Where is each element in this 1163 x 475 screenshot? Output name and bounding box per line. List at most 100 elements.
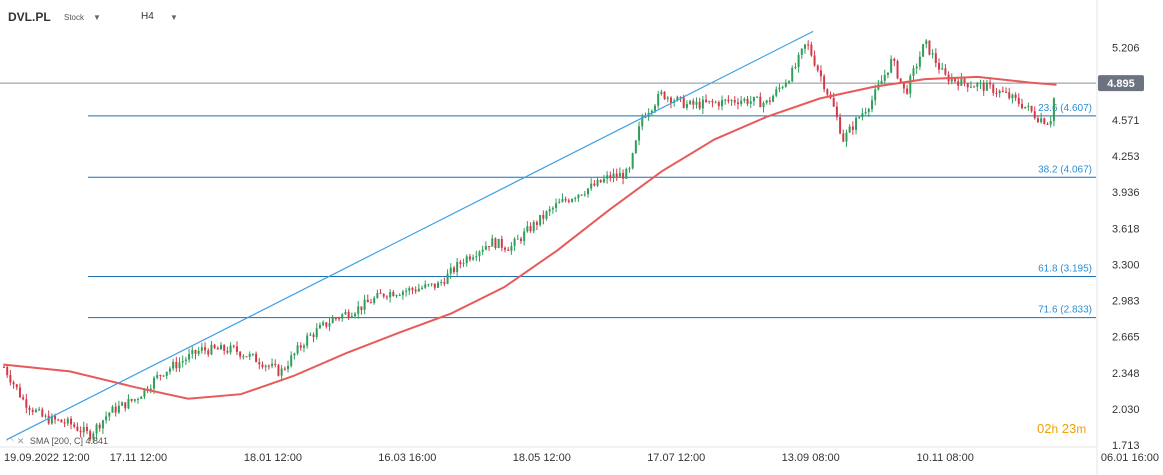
candle — [705, 94, 708, 103]
candle — [261, 361, 264, 369]
candle — [194, 349, 197, 360]
candle — [689, 99, 692, 106]
candle — [360, 306, 363, 315]
candle — [366, 294, 369, 303]
candle — [472, 254, 475, 261]
candle — [197, 347, 200, 357]
price-tick-label: 2.983 — [1112, 296, 1140, 308]
candle — [657, 90, 660, 109]
candle — [31, 407, 34, 416]
candle — [526, 221, 529, 233]
candle — [551, 206, 554, 214]
candle — [274, 359, 277, 368]
candle — [1020, 98, 1023, 110]
time-tick-label: 06.01 16:00 — [1101, 452, 1159, 464]
candle — [567, 198, 570, 204]
candle — [6, 364, 9, 378]
candle — [1027, 102, 1030, 111]
candle — [41, 407, 44, 418]
candle — [82, 421, 85, 438]
candle — [666, 95, 669, 103]
candle — [424, 280, 427, 289]
candle — [813, 50, 816, 67]
candle — [267, 364, 270, 370]
price-tick-label: 4.571 — [1112, 115, 1140, 127]
candle — [121, 401, 124, 406]
candle — [130, 398, 133, 403]
fib-level-label: 38.2 (4.067) — [1038, 164, 1092, 175]
fibonacci-levels[interactable]: 23.6 (4.607) 38.2 (4.067) 61.8 (3.195) 71.6… — [0, 82, 1096, 319]
candle — [456, 258, 459, 277]
candle — [494, 237, 497, 250]
candle — [239, 350, 242, 360]
candle — [523, 228, 526, 246]
candle — [500, 235, 503, 252]
candle — [1014, 92, 1017, 102]
visibility-icon[interactable]: ◠ — [6, 436, 14, 446]
candle — [79, 426, 82, 438]
candle — [784, 79, 787, 88]
candle — [641, 113, 644, 131]
candle — [318, 322, 321, 329]
candle — [156, 371, 159, 380]
candle — [322, 320, 325, 327]
candle — [25, 394, 28, 414]
candle — [548, 206, 551, 217]
candle — [178, 357, 181, 372]
time-tick-label: 13.09 08:00 — [782, 452, 840, 464]
trendline[interactable] — [6, 30, 814, 441]
timeframe-chevron-down-icon[interactable]: ▼ — [170, 13, 178, 22]
candle — [258, 357, 261, 370]
candle — [283, 366, 286, 371]
candle — [807, 40, 810, 50]
candle — [529, 222, 532, 233]
candle — [379, 288, 382, 294]
candle — [15, 383, 18, 391]
price-axis[interactable]: 5.2064.8884.5714.2533.9363.6183.3002.983… — [1112, 43, 1140, 452]
candle — [918, 51, 921, 71]
candle — [922, 43, 925, 57]
symbol-name[interactable]: DVL.PL — [8, 10, 51, 24]
candle — [165, 371, 168, 380]
candle — [481, 245, 484, 256]
candle — [341, 313, 344, 322]
candle — [609, 171, 612, 182]
candle — [794, 62, 797, 70]
candle — [133, 398, 136, 403]
candle — [245, 356, 248, 358]
candle — [842, 129, 845, 143]
candle — [363, 294, 366, 315]
candle — [373, 295, 376, 305]
candle — [721, 95, 724, 111]
candle — [66, 416, 69, 427]
candle — [216, 346, 219, 350]
fib-level-label: 71.6 (2.833) — [1038, 305, 1092, 316]
candle — [634, 139, 637, 154]
candle — [162, 375, 165, 377]
price-tick-label: 2.030 — [1112, 404, 1140, 416]
candle — [542, 210, 545, 225]
candle — [306, 332, 309, 349]
candle — [717, 100, 720, 110]
candle — [73, 421, 76, 429]
timeframe-selector[interactable]: H4 — [141, 11, 154, 22]
candle — [596, 176, 599, 188]
time-axis[interactable]: 19.09.2022 12:00 17.11 12:00 18.01 12:00 16… — [4, 452, 1159, 464]
candle — [1017, 93, 1020, 107]
candle — [181, 355, 184, 368]
candle — [117, 400, 120, 414]
candle — [191, 346, 194, 359]
candle — [925, 39, 928, 49]
close-icon[interactable]: ✕ — [16, 436, 25, 446]
candle — [781, 85, 784, 90]
symbol-chevron-down-icon[interactable]: ▼ — [93, 13, 101, 22]
candle — [803, 44, 806, 54]
timer-minutes: 23 — [1061, 421, 1077, 436]
candle — [443, 277, 446, 287]
price-tick-label: 4.253 — [1112, 151, 1140, 163]
candle — [791, 65, 794, 83]
candle — [70, 416, 73, 430]
candle — [437, 280, 440, 288]
candle — [558, 198, 561, 204]
